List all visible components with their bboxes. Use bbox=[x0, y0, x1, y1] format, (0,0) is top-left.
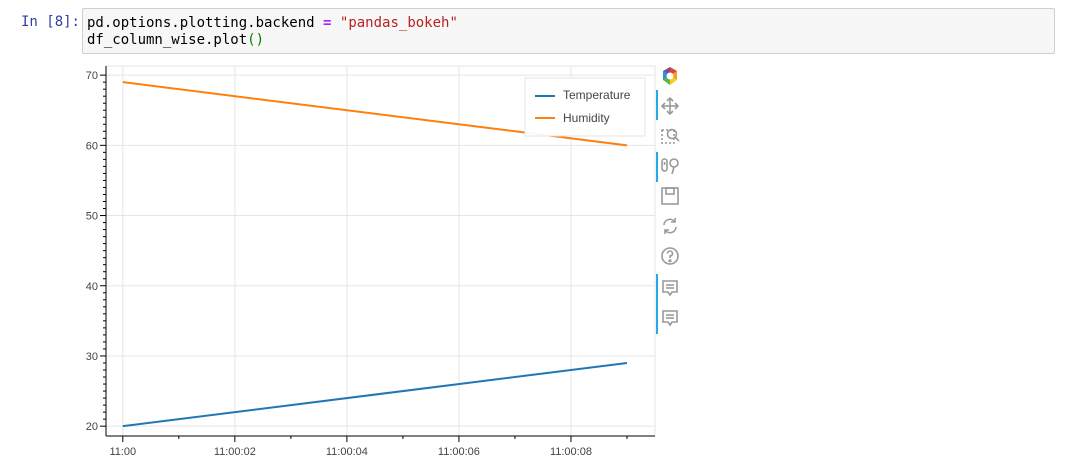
pan-icon[interactable] bbox=[660, 96, 680, 116]
y-tick-label: 30 bbox=[86, 351, 98, 363]
bokeh-logo-icon[interactable] bbox=[660, 66, 680, 86]
code-token-operator: = bbox=[323, 15, 332, 31]
bokeh-line-chart[interactable]: 20 30 40 50 60 70 11:00 11:00:02 11:00:04 11:00:… bbox=[0, 0, 660, 466]
code-line-2: df_column_wise.plot() bbox=[87, 32, 264, 49]
y-tick-label: 70 bbox=[86, 70, 98, 82]
x-tick-label: 11:00:08 bbox=[550, 446, 592, 458]
reset-icon[interactable] bbox=[660, 216, 680, 236]
legend-label-temperature: Temperature bbox=[563, 88, 631, 102]
x-tick-label: 11:00 bbox=[109, 446, 136, 458]
code-token-lhs: pd.options.plotting.backend bbox=[87, 15, 315, 31]
y-tick-label: 40 bbox=[86, 281, 98, 293]
help-icon[interactable] bbox=[660, 246, 680, 266]
y-tick-label: 60 bbox=[86, 140, 98, 152]
y-axis-ticks: 20 30 40 50 60 70 bbox=[86, 70, 106, 433]
wheel-zoom-icon[interactable] bbox=[660, 156, 680, 176]
pan-active-indicator bbox=[656, 90, 658, 120]
x-tick-label: 11:00:06 bbox=[438, 446, 480, 458]
code-token-string: "pandas_bokeh" bbox=[339, 15, 458, 31]
y-tick-label: 20 bbox=[86, 421, 98, 433]
code-cell-input[interactable]: pd.options.plotting.backend = "pandas_bo… bbox=[82, 8, 1055, 54]
bokeh-toolbar bbox=[654, 64, 686, 344]
code-token-parens: () bbox=[247, 32, 265, 48]
x-tick-label: 11:00:02 bbox=[214, 446, 256, 458]
y-tick-label: 50 bbox=[86, 211, 98, 223]
hover-active-indicator bbox=[656, 274, 658, 334]
legend-label-humidity: Humidity bbox=[563, 111, 610, 125]
cell-prompt: In [8]: bbox=[20, 14, 80, 30]
legend-box bbox=[524, 77, 646, 137]
wheel-zoom-active-indicator bbox=[656, 152, 658, 182]
save-icon[interactable] bbox=[660, 186, 680, 206]
chart-legend[interactable]: Temperature Humidity bbox=[524, 77, 646, 137]
x-axis-ticks: 11:00 11:00:02 11:00:04 11:00:06 11:00:08 bbox=[109, 436, 628, 458]
series-line-temperature[interactable] bbox=[122, 361, 628, 428]
hover-icon[interactable] bbox=[660, 278, 680, 298]
box-zoom-icon[interactable] bbox=[660, 126, 680, 146]
code-token-function: df_column_wise.plot bbox=[87, 32, 248, 48]
x-tick-label: 11:00:04 bbox=[326, 446, 368, 458]
code-line-1: pd.options.plotting.backend = "pandas_bo… bbox=[87, 15, 458, 32]
hover-icon[interactable] bbox=[660, 308, 680, 328]
